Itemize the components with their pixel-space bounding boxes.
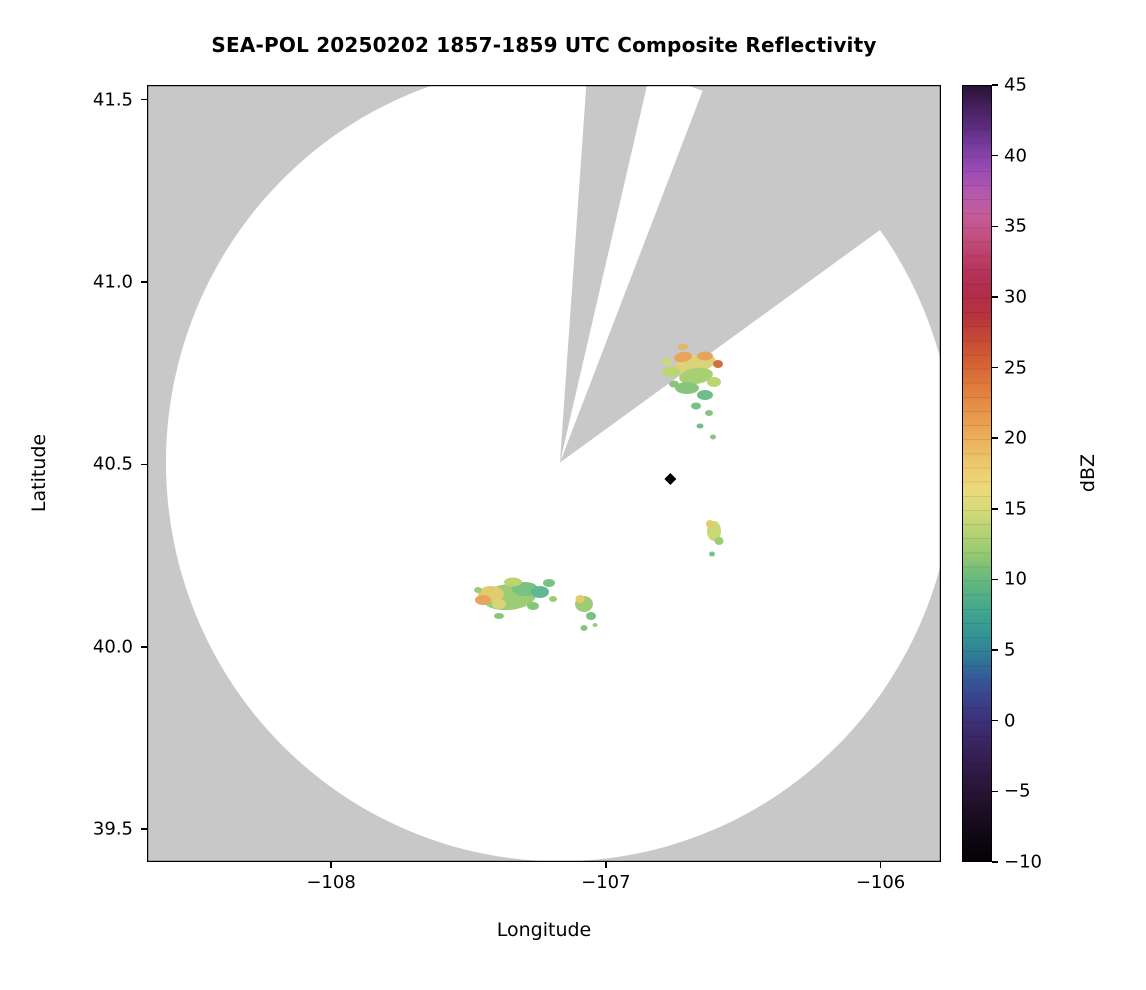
- echo-blob: [697, 351, 713, 361]
- colorbar-tick-mark: [992, 649, 998, 651]
- echo-blob: [543, 579, 555, 587]
- colorbar-label: dBZ: [1077, 453, 1099, 493]
- echo-blob: [706, 520, 714, 528]
- y-tick-mark: [141, 281, 147, 283]
- y-tick-label: 41.5: [92, 89, 133, 111]
- x-tick-label: −106: [855, 872, 906, 893]
- echo-blob: [714, 537, 724, 545]
- echo-blob: [697, 390, 713, 400]
- colorbar-gradient: [963, 86, 991, 861]
- echo-blob: [705, 410, 713, 416]
- colorbar-tick-mark: [992, 437, 998, 439]
- echo-blob: [674, 351, 692, 363]
- y-axis-label: Latitude: [28, 433, 50, 513]
- colorbar-tick-mark: [992, 366, 998, 369]
- y-tick-mark: [141, 98, 147, 101]
- echo-blob: [474, 587, 482, 593]
- echo-blob: [492, 599, 506, 609]
- site-marker-diamond: [664, 472, 677, 485]
- colorbar-tick-label: 40: [1004, 145, 1027, 167]
- colorbar-tick-mark: [992, 719, 998, 722]
- colorbar-tick-mark: [992, 790, 998, 793]
- echo-blob: [691, 402, 701, 410]
- x-tick-mark: [879, 862, 882, 868]
- colorbar-tick-label: 35: [1004, 215, 1027, 237]
- x-axis-label: Longitude: [496, 919, 592, 941]
- echo-blob: [531, 586, 549, 598]
- echo-blob: [494, 613, 504, 619]
- echo-blob: [580, 625, 588, 631]
- y-tick-label: 39.5: [92, 818, 133, 840]
- echo-blob: [575, 595, 585, 603]
- echo-blob: [678, 344, 688, 350]
- chart-title: SEA-POL 20250202 1857-1859 UTC Composite…: [211, 33, 877, 57]
- echo-blob: [696, 423, 704, 429]
- plot-border: [147, 85, 941, 862]
- y-tick-mark: [141, 646, 147, 648]
- colorbar-tick-label: 15: [1004, 498, 1027, 520]
- colorbar-tick-mark: [992, 861, 998, 863]
- colorbar-tick-label: 30: [1004, 286, 1027, 308]
- colorbar-tick-mark: [992, 296, 998, 298]
- echo-blob: [662, 358, 672, 366]
- colorbar-tick-label: 10: [1004, 568, 1027, 590]
- echo-blob: [709, 551, 715, 557]
- colorbar-tick-label: 5: [1004, 639, 1016, 661]
- x-tick-mark: [330, 862, 332, 868]
- colorbar-tick-label: −10: [1004, 851, 1042, 873]
- colorbar-tick-label: 20: [1004, 427, 1027, 449]
- colorbar-tick-mark: [992, 578, 998, 581]
- colorbar-tick-label: 0: [1004, 710, 1016, 732]
- echo-blob: [710, 434, 716, 440]
- echo-blob: [707, 377, 721, 387]
- colorbar: [962, 85, 992, 862]
- x-tick-label: −108: [306, 872, 356, 893]
- y-tick-label: 40.5: [92, 453, 133, 475]
- radar-ppi-plot: [147, 85, 941, 862]
- echo-blob: [527, 602, 539, 610]
- x-tick-label: −107: [581, 872, 631, 893]
- colorbar-tick-label: −5: [1004, 780, 1031, 802]
- colorbar-tick-mark: [992, 508, 998, 510]
- echo-blob: [549, 596, 557, 602]
- echo-blob: [592, 623, 598, 627]
- echo-blob: [713, 360, 723, 368]
- echo-blob: [504, 577, 522, 587]
- colorbar-tick-mark: [992, 84, 998, 86]
- echo-blob: [675, 382, 699, 394]
- colorbar-tick-mark: [992, 154, 998, 157]
- y-tick-label: 41.0: [92, 271, 133, 293]
- echo-blob: [679, 367, 713, 385]
- y-tick-mark: [141, 463, 147, 466]
- echo-blob: [586, 612, 596, 620]
- blocked-sector: [559, 85, 941, 463]
- y-tick-mark: [141, 828, 147, 830]
- echo-blob: [662, 367, 680, 377]
- y-tick-label: 40.0: [92, 636, 133, 658]
- echo-blob: [669, 380, 679, 388]
- colorbar-tick-mark: [992, 225, 998, 228]
- colorbar-striations: [963, 86, 991, 861]
- x-tick-mark: [605, 862, 607, 868]
- colorbar-tick-label: 25: [1004, 357, 1027, 379]
- echo-blob: [475, 595, 491, 605]
- colorbar-tick-label: 45: [1004, 74, 1027, 96]
